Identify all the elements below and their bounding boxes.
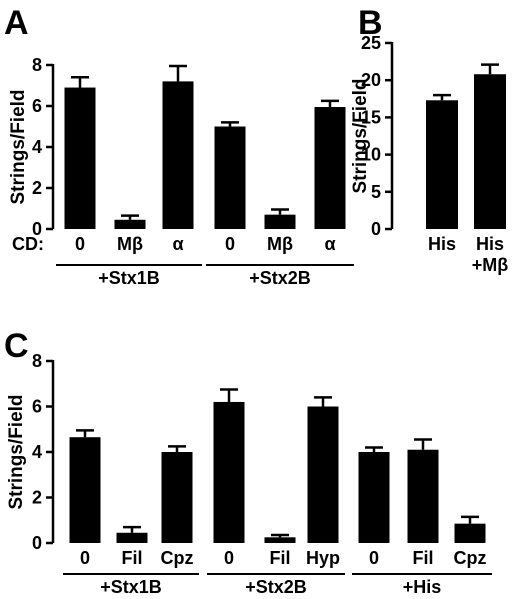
category-label: 0 — [369, 548, 379, 568]
category-label: Cpz — [454, 548, 487, 568]
y-tick-label: 15 — [361, 107, 381, 127]
group-label: +Stx2B — [245, 577, 307, 597]
category-label: 0 — [80, 548, 90, 568]
category-label: Fil — [270, 548, 291, 568]
y-tick-label: 0 — [32, 533, 42, 553]
y-tick-label: 20 — [361, 70, 381, 90]
category-label: 0 — [75, 234, 85, 254]
y-tick-label: 4 — [32, 137, 42, 157]
category-label: Fil — [413, 548, 434, 568]
bar — [358, 452, 390, 543]
bar — [314, 107, 346, 229]
y-tick-label: 25 — [361, 33, 381, 53]
bar — [162, 81, 194, 230]
bar — [116, 532, 148, 543]
panel-label: A — [4, 4, 29, 42]
category-label: His — [476, 234, 504, 254]
bar — [264, 537, 296, 543]
y-tick-label: 0 — [371, 219, 381, 239]
category-label: α — [172, 234, 183, 254]
y-tick-label: 8 — [32, 351, 42, 371]
y-tick-label: 0 — [32, 219, 42, 239]
y-tick-label: 5 — [371, 182, 381, 202]
y-tick-label: 2 — [32, 178, 42, 198]
bar — [161, 452, 193, 543]
y-axis-label: Strings/Field — [8, 89, 29, 204]
y-tick-label: 4 — [32, 442, 42, 462]
category-label: Cpz — [161, 548, 194, 568]
category-prefix: CD: — [12, 234, 44, 254]
bar — [474, 74, 506, 229]
bar — [407, 449, 439, 543]
panel-label: C — [4, 327, 29, 365]
category-label: Mβ — [117, 234, 143, 254]
panel-label: B — [358, 4, 383, 42]
category-label: Hyp — [306, 548, 340, 568]
category-label: Fil — [122, 548, 143, 568]
y-tick-label: 8 — [32, 55, 42, 75]
y-tick-label: 6 — [32, 397, 42, 417]
category-sublabel: +Mβ — [472, 255, 509, 275]
y-tick-label: 6 — [32, 96, 42, 116]
bar — [64, 87, 96, 229]
category-label: 0 — [224, 548, 234, 568]
y-tick-label: 2 — [32, 488, 42, 508]
category-label: α — [324, 234, 335, 254]
bar — [214, 126, 246, 229]
y-axis-label: Strings/Field — [350, 78, 371, 193]
category-label: Mβ — [267, 234, 293, 254]
y-axis-label: Strings/Field — [6, 394, 27, 509]
category-label: 0 — [225, 234, 235, 254]
group-label: +His — [403, 577, 442, 597]
bar — [426, 100, 458, 230]
bar — [69, 437, 101, 543]
bar — [264, 214, 296, 229]
bar — [454, 523, 486, 543]
bar — [307, 406, 339, 543]
group-label: +Stx1B — [100, 577, 162, 597]
group-label: +Stx2B — [249, 268, 311, 288]
category-label: His — [428, 234, 456, 254]
bar — [114, 219, 146, 229]
y-tick-label: 10 — [361, 145, 381, 165]
bar — [213, 401, 245, 543]
group-label: +Stx1B — [98, 268, 160, 288]
